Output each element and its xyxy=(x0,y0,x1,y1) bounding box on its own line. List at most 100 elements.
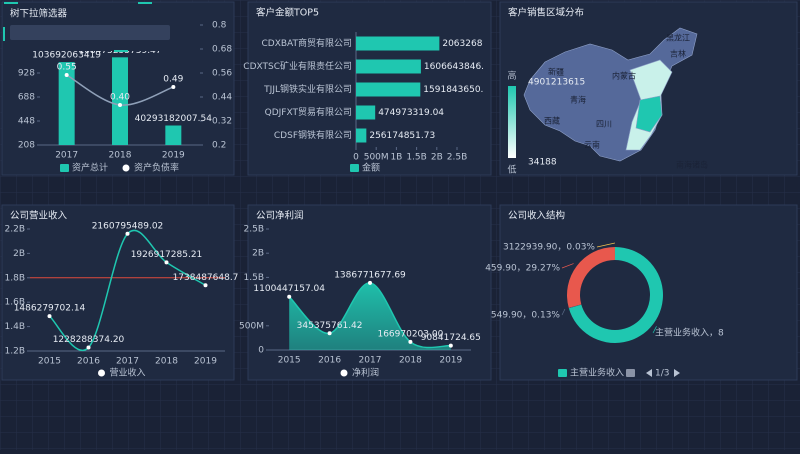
value-label: 256174851.73 xyxy=(369,131,435,141)
donut-label: 459.90，29.27% xyxy=(485,264,560,274)
chart-title: 客户销售区域分布 xyxy=(508,7,584,19)
legend-label: 净利润 xyxy=(352,367,379,379)
y2-tick-label: 0.2 xyxy=(212,141,226,151)
y-tick-label: 1.5B xyxy=(244,273,265,283)
point xyxy=(118,103,122,107)
y-tick-label: 2B xyxy=(13,249,25,259)
y-tick-label: 448 xyxy=(18,117,35,127)
value-label: 1591843650. xyxy=(423,85,483,95)
y-tick-label: 208 xyxy=(18,141,35,151)
y-tick-label: 1.8B xyxy=(5,273,26,283)
y-tick-label: 500M xyxy=(239,321,264,331)
y-tick-label: CDXBAT商贸有限公司 xyxy=(261,37,352,49)
x-tick-label: 2015 xyxy=(38,357,61,367)
map-label: 青海 xyxy=(570,95,586,105)
donut-label: 3122939.90，0.03% xyxy=(503,243,595,253)
map-label: 云南 xyxy=(584,140,600,150)
bar xyxy=(165,126,181,145)
value-label: 474973319.04 xyxy=(378,108,444,118)
bar xyxy=(356,60,421,74)
legend-label: 主营业务收入 xyxy=(570,367,624,379)
visual-map-label: 低 xyxy=(507,164,516,176)
value-label: 1100447157.04 xyxy=(253,284,325,294)
x-tick-label: 500M xyxy=(364,153,389,163)
x-tick-label: 1.5B xyxy=(406,153,427,163)
point xyxy=(204,283,208,287)
x-tick-label: 2016 xyxy=(77,357,100,367)
legend-marker xyxy=(626,369,635,377)
x-tick-label: 2019 xyxy=(162,151,185,161)
y-tick-label: 2.2B xyxy=(5,225,26,235)
x-tick-label: 2018 xyxy=(399,356,422,366)
map-label: 西藏 xyxy=(544,116,560,126)
value-label: 0.40 xyxy=(110,93,130,103)
point xyxy=(408,340,412,344)
legend-label: 金额 xyxy=(362,162,380,174)
y2-tick-label: 0.56 xyxy=(212,69,232,79)
y-tick-label: TJJL钢铁实业有限公司 xyxy=(263,83,352,95)
x-tick-label: 2017 xyxy=(55,151,78,161)
y-tick-label: 688 xyxy=(18,93,35,103)
filter: 树下拉筛选器 xyxy=(4,3,176,51)
value-label: 0.49 xyxy=(163,75,183,85)
x-tick-label: 2018 xyxy=(155,357,178,367)
x-tick-label: 2B xyxy=(431,153,443,163)
y2-tick-label: 0.68 xyxy=(212,45,232,55)
value-label: 1228288374.20 xyxy=(53,335,125,345)
legend-marker xyxy=(60,164,69,172)
bar xyxy=(356,83,420,97)
value-label: 2063268 xyxy=(442,39,482,49)
donut-label: 549.90，0.13% xyxy=(491,311,561,321)
point xyxy=(287,295,291,299)
x-tick-label: 2016 xyxy=(318,356,341,366)
legend-marker xyxy=(98,370,105,377)
value-label: 90841724.65 xyxy=(421,333,481,343)
y2-tick-label: 0.8 xyxy=(212,21,227,31)
x-tick-label: 2015 xyxy=(278,356,301,366)
chart-title: 公司营业收入 xyxy=(10,210,68,222)
y2-tick-label: 0.32 xyxy=(212,117,232,127)
legend-label: 营业收入 xyxy=(110,367,146,379)
bar xyxy=(356,129,366,143)
visual-map-label: 高 xyxy=(507,70,516,82)
map-label: 四川 xyxy=(596,120,612,129)
chart-title: 公司收入结构 xyxy=(508,210,565,222)
point xyxy=(368,281,372,285)
map-label: 黑龙江 xyxy=(666,33,690,43)
map-label: 南海诸岛 xyxy=(676,160,708,170)
map-label: 吉林 xyxy=(670,49,686,59)
pager: 1/3 xyxy=(655,369,669,379)
map-label: 内蒙古 xyxy=(612,71,636,81)
y-tick-label: 2B xyxy=(252,249,264,259)
x-tick-label: 2017 xyxy=(116,357,139,367)
bar xyxy=(356,37,439,51)
y2-tick-label: 0.44 xyxy=(212,93,232,103)
x-tick-label: 2017 xyxy=(359,356,382,366)
value-label: 1926917285.21 xyxy=(131,250,203,260)
point xyxy=(171,85,175,89)
point xyxy=(87,346,91,350)
legend-marker xyxy=(341,370,348,377)
point xyxy=(328,331,332,335)
y-tick-label: QDJFXT贸易有限公司 xyxy=(265,106,352,118)
point xyxy=(126,232,130,236)
value-label: 2160795489.02 xyxy=(92,221,164,231)
y-tick-label: 1.2B xyxy=(5,347,26,357)
bar xyxy=(356,106,375,120)
x-tick-label: 1B xyxy=(390,153,402,163)
legend-label: 资产负债率 xyxy=(134,162,179,174)
point xyxy=(165,260,169,264)
chart-title: 公司净利润 xyxy=(256,210,304,222)
x-tick-label: 2018 xyxy=(109,151,132,161)
visual-map-max: 4901213615 xyxy=(528,78,585,88)
value-label: 1606643846. xyxy=(424,62,484,72)
point xyxy=(65,73,69,77)
legend-marker xyxy=(123,165,130,172)
point xyxy=(48,314,52,318)
filter-select[interactable] xyxy=(10,25,170,40)
value-label: 1738487648.7 xyxy=(173,273,239,283)
y-tick-label: 1.4B xyxy=(5,322,26,332)
legend-marker xyxy=(350,164,359,172)
